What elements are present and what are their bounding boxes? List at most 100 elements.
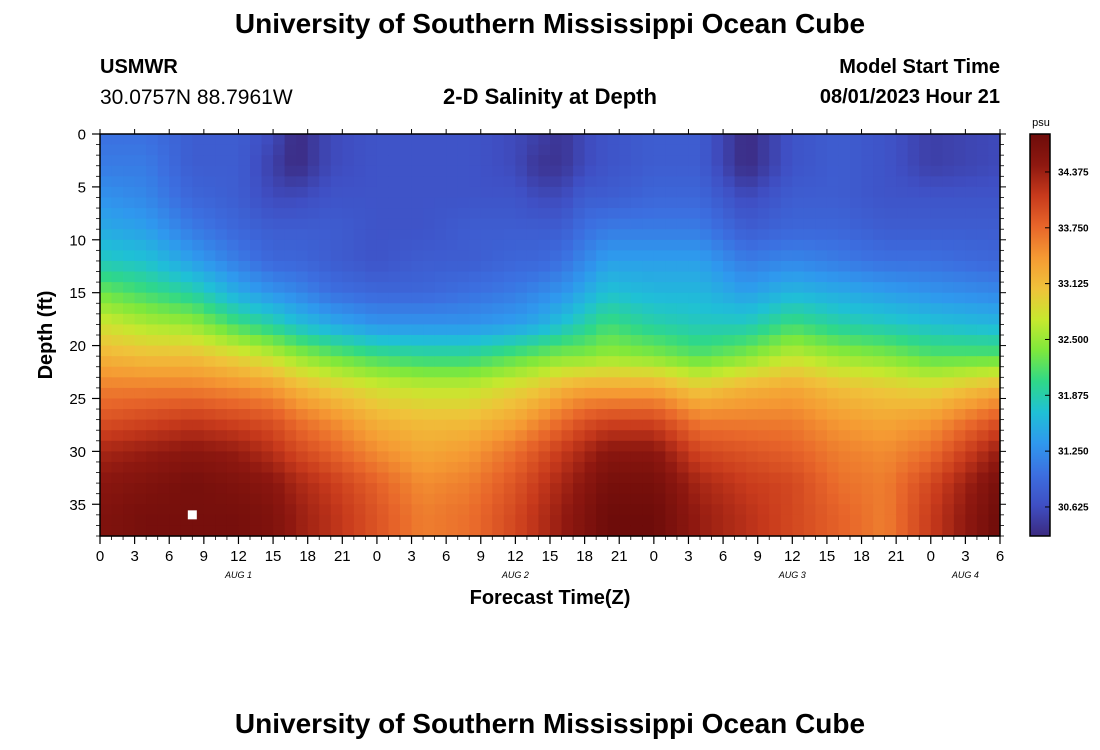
heatmap-cell (480, 303, 493, 315)
heatmap-cell (711, 292, 724, 304)
heatmap-cell (884, 324, 897, 336)
heatmap-cell (676, 176, 690, 188)
heatmap-cell (769, 514, 782, 527)
heatmap-cell (607, 239, 620, 251)
heatmap-cell (376, 525, 390, 537)
heatmap-cell (515, 271, 528, 283)
heatmap-cell (111, 271, 124, 283)
heatmap-cell (284, 366, 297, 378)
heatmap-cell (157, 271, 170, 283)
heatmap-cell (515, 260, 528, 273)
heatmap-cell (111, 144, 124, 156)
heatmap-cell (434, 239, 447, 251)
heatmap-cell (100, 208, 113, 220)
heatmap-cell (642, 440, 655, 452)
heatmap-cell (169, 377, 182, 389)
heatmap-cell (769, 208, 782, 220)
heatmap-cell (457, 303, 470, 315)
heatmap-cell (307, 303, 320, 315)
heatmap-cell (503, 260, 516, 273)
heatmap-cell (538, 292, 551, 304)
heatmap-cell (180, 493, 193, 505)
heatmap-cell (700, 208, 713, 220)
heatmap-cell (988, 377, 1001, 389)
heatmap-cell (342, 387, 355, 400)
heatmap-cell (157, 493, 170, 505)
heatmap-cell (376, 366, 390, 378)
heatmap-cell (376, 409, 390, 421)
heatmap-cell (192, 483, 205, 495)
heatmap-cell (850, 514, 863, 527)
heatmap-cell (642, 483, 655, 495)
heatmap-cell (988, 483, 1001, 495)
heatmap-cell (342, 472, 355, 484)
heatmap-cell (769, 335, 782, 347)
heatmap-cell (607, 514, 620, 527)
heatmap-cell (111, 260, 124, 273)
heatmap-cell (873, 409, 886, 421)
heatmap-cell (411, 387, 424, 400)
heatmap-cell (596, 440, 609, 452)
heatmap-cell (169, 303, 182, 315)
heatmap-cell (157, 292, 170, 304)
heatmap-cell (630, 144, 643, 156)
heatmap-cell (388, 387, 401, 400)
heatmap-cell (688, 377, 701, 389)
heatmap-cell (480, 440, 493, 452)
heatmap-cell (550, 409, 563, 421)
heatmap-cell (434, 398, 447, 410)
heatmap-cell (907, 292, 920, 304)
heatmap-cell (342, 419, 355, 431)
heatmap-cell (273, 419, 286, 431)
heatmap-cell (180, 155, 193, 167)
heatmap-cell (411, 250, 424, 262)
heatmap-cell (723, 239, 736, 251)
heatmap-cell (953, 525, 966, 537)
heatmap-cell (100, 144, 113, 156)
heatmap-cell (423, 377, 436, 389)
heatmap-cell (238, 430, 251, 442)
heatmap-cell (469, 409, 482, 421)
heatmap-cell (192, 461, 205, 474)
heatmap-cell (400, 208, 413, 220)
heatmap-cell (803, 345, 816, 357)
heatmap-cell (861, 250, 874, 262)
heatmap-cell (480, 250, 493, 262)
heatmap-cell (469, 282, 482, 294)
heatmap-cell (792, 398, 805, 410)
heatmap-cell (538, 208, 551, 220)
heatmap-cell (688, 186, 701, 199)
heatmap-cell (111, 345, 124, 357)
heatmap-cell (792, 134, 805, 146)
heatmap-cell (273, 229, 286, 241)
heatmap-cell (550, 208, 563, 220)
heatmap-cell (238, 451, 251, 463)
heatmap-cell (596, 176, 609, 188)
heatmap-cell (665, 197, 678, 209)
heatmap-cell (642, 345, 655, 357)
heatmap-cell (284, 483, 297, 495)
heatmap-cell (446, 208, 459, 220)
heatmap-cell (157, 483, 170, 495)
heatmap-cell (561, 387, 574, 400)
heatmap-cell (388, 155, 401, 167)
heatmap-cell (965, 409, 978, 421)
heatmap-cell (157, 239, 170, 251)
heatmap-cell (700, 472, 713, 484)
heatmap-cell (192, 292, 205, 304)
x-tick-label: 0 (650, 548, 658, 565)
heatmap-cell (192, 218, 205, 230)
heatmap-cell (907, 134, 920, 146)
heatmap-cell (584, 356, 597, 368)
heatmap-cell (365, 271, 378, 283)
heatmap-cell (400, 239, 413, 251)
heatmap-cell (688, 250, 701, 262)
x-tick-label: 18 (576, 548, 593, 565)
heatmap-cell (388, 483, 401, 495)
heatmap-cell (238, 144, 251, 156)
heatmap-cell (146, 292, 159, 304)
heatmap-cell (711, 398, 724, 410)
heatmap-cell (850, 303, 863, 315)
heatmap-cell (780, 525, 793, 537)
heatmap-cell (746, 250, 759, 262)
